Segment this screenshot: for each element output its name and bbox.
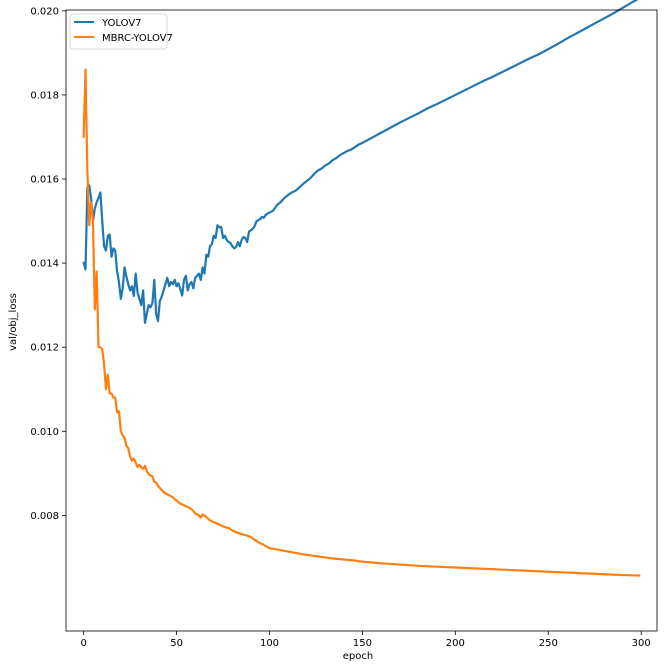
y-axis-ticks: 0.008 0.010 0.012 0.014 0.016 0.018 0.020: [30, 6, 66, 522]
y-tick-label: 0.018: [30, 90, 59, 101]
legend: YOLOV7 MBRC-YOLOV7: [69, 13, 173, 50]
plot-frame: [65, 9, 658, 632]
x-tick-label: 50: [170, 638, 183, 649]
series-line-yolov7: [82, 0, 639, 324]
series-line-mbrc-yolov7: [82, 68, 641, 577]
y-tick-label: 0.014: [30, 259, 59, 270]
x-tick-label: 0: [80, 638, 86, 649]
series-layer: [82, 0, 641, 577]
x-tick-label: 200: [446, 638, 465, 649]
legend-label-mbrc-yolov7: MBRC-YOLOV7: [102, 33, 173, 44]
y-tick-label: 0.008: [30, 511, 59, 522]
y-tick-label: 0.020: [30, 6, 59, 17]
x-axis-ticks: 0 50 100 150 200 250 300: [80, 631, 651, 649]
x-tick-label: 100: [260, 638, 279, 649]
y-tick-label: 0.010: [30, 427, 59, 438]
x-tick-label: 250: [539, 638, 558, 649]
x-tick-label: 300: [632, 638, 651, 649]
y-axis-label: val/obj_loss: [8, 293, 19, 351]
legend-box: [69, 13, 168, 50]
x-tick-label: 150: [353, 638, 372, 649]
x-axis-label: epoch: [343, 651, 373, 662]
y-tick-label: 0.016: [30, 175, 59, 186]
legend-label-yolov7: YOLOV7: [101, 18, 142, 29]
y-tick-label: 0.012: [30, 343, 59, 354]
